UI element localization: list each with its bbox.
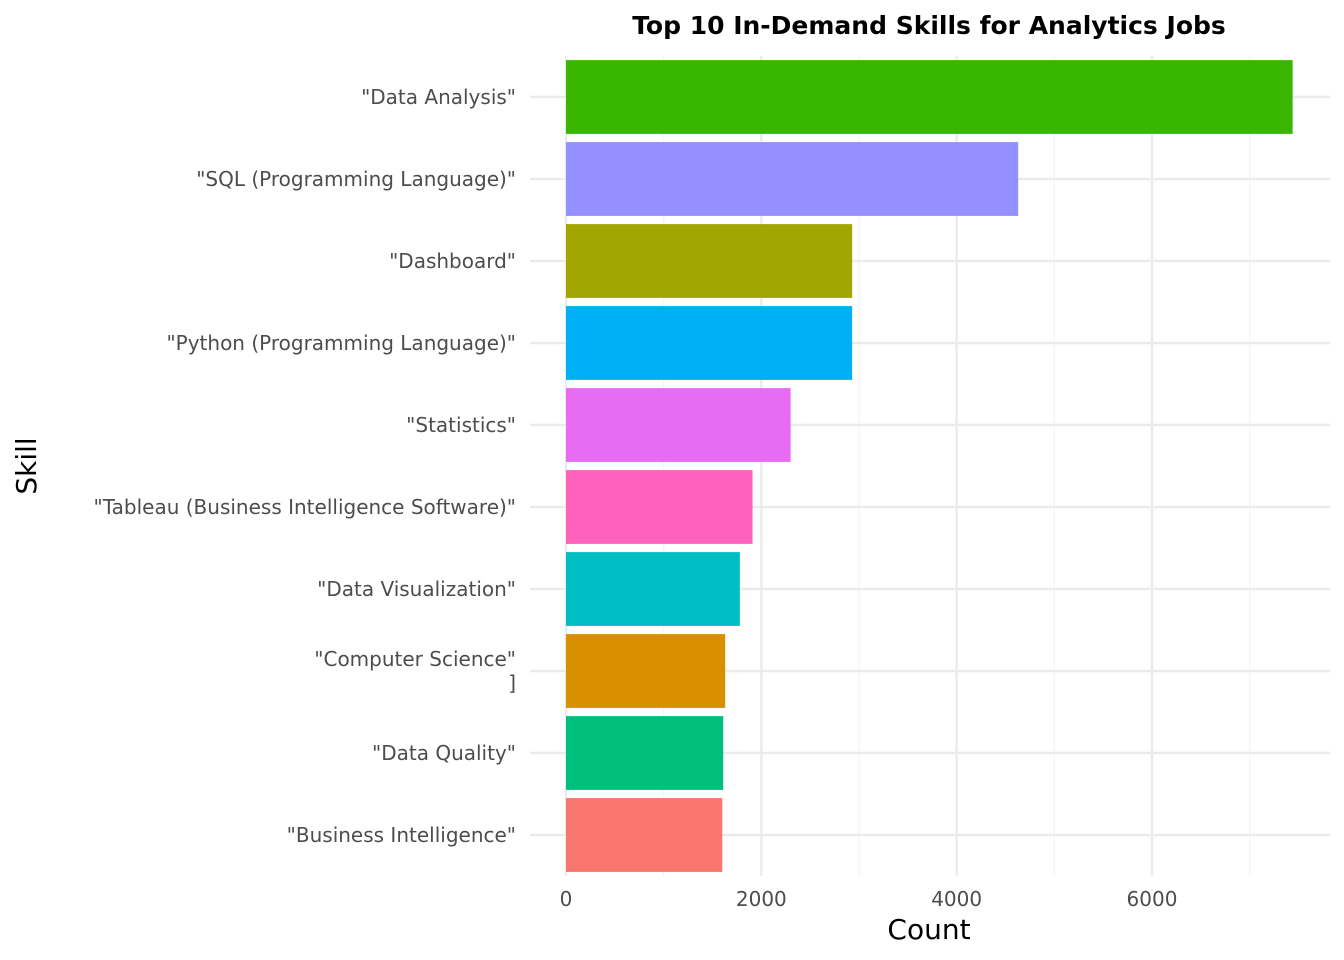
y-tick-label: "Dashboard" xyxy=(389,249,516,273)
chart-title: Top 10 In-Demand Skills for Analytics Jo… xyxy=(632,11,1226,40)
y-tick-label: "Data Visualization" xyxy=(317,577,516,601)
bar xyxy=(566,142,1019,216)
bar xyxy=(566,470,753,544)
x-tick-label: 6000 xyxy=(1127,887,1178,911)
x-tick-label: 0 xyxy=(560,887,573,911)
y-tick-label: "Business Intelligence" xyxy=(287,823,516,847)
x-axis-title: Count xyxy=(887,913,970,946)
bar xyxy=(566,388,791,462)
y-tick-label: "Statistics" xyxy=(406,413,516,437)
y-axis-title: Skill xyxy=(10,437,43,494)
y-tick-label: "Python (Programming Language)" xyxy=(166,331,516,355)
x-tick-labels: 0 2000 4000 6000 xyxy=(560,887,1178,911)
bar xyxy=(566,60,1293,134)
x-tick-label: 4000 xyxy=(931,887,982,911)
bar xyxy=(566,798,723,872)
y-tick-label: "Data Quality" xyxy=(372,741,516,765)
bar xyxy=(566,552,740,626)
bar xyxy=(566,224,853,298)
bars xyxy=(566,60,1293,872)
y-tick-label: "SQL (Programming Language)" xyxy=(196,167,516,191)
x-tick-label: 2000 xyxy=(736,887,787,911)
y-tick-labels: "Data Analysis" "SQL (Programming Languag… xyxy=(94,85,516,847)
y-tick-label: "Tableau (Business Intelligence Software… xyxy=(94,495,516,519)
y-tick-label: "Computer Science"] xyxy=(314,647,516,695)
bar xyxy=(566,716,724,790)
y-tick-label: "Data Analysis" xyxy=(361,85,516,109)
bar xyxy=(566,634,726,708)
bar xyxy=(566,306,853,380)
